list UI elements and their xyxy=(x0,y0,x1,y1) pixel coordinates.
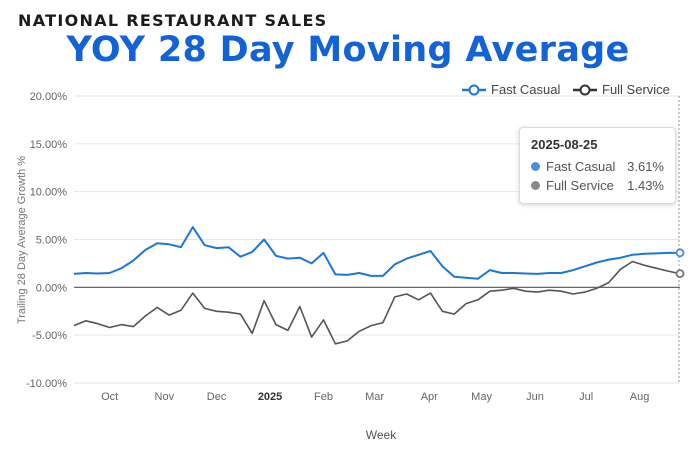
y-tick-label: 0.00% xyxy=(36,282,67,294)
series-line-full-service[interactable] xyxy=(73,260,681,345)
legend-marker-full-service xyxy=(579,84,591,96)
x-tick-label: Dec xyxy=(207,391,227,403)
series-line-fast-casual[interactable] xyxy=(73,226,681,280)
legend-item-fast-casual[interactable]: Fast Casual xyxy=(462,82,560,97)
tooltip-row-full-service: Full Service 1.43% xyxy=(531,178,664,193)
x-tick-label: 2025 xyxy=(258,391,282,403)
tooltip-dot-full-service xyxy=(531,181,540,190)
y-tick-label: 20.00% xyxy=(30,91,68,103)
x-tick-label: Aug xyxy=(630,391,650,403)
y-tick-label: 5.00% xyxy=(36,235,67,247)
x-tick-label: Jun xyxy=(526,391,544,403)
y-axis-label: Trailing 28 Day Average Growth % xyxy=(16,156,28,324)
legend: Fast Casual Full Service xyxy=(462,82,670,97)
chart-supertitle: NATIONAL RESTAURANT SALES xyxy=(18,11,328,30)
y-tick-label: 10.00% xyxy=(30,187,68,199)
x-tick-label: Feb xyxy=(314,391,333,403)
legend-item-full-service[interactable]: Full Service xyxy=(573,82,670,97)
series-lines xyxy=(73,226,685,345)
hover-tooltip: 2025-08-25 Fast Casual 3.61% Full Servic… xyxy=(519,127,676,204)
tooltip-series-value: 3.61% xyxy=(627,159,664,174)
x-tick-label: May xyxy=(471,391,492,403)
hover-point-full-service[interactable] xyxy=(675,269,685,279)
y-tick-label: -10.00% xyxy=(26,378,67,390)
x-tick-label: Apr xyxy=(421,391,438,403)
tooltip-series-value: 1.43% xyxy=(627,178,664,193)
tooltip-date: 2025-08-25 xyxy=(531,137,598,152)
tooltip-row-fast-casual: Fast Casual 3.61% xyxy=(531,159,664,174)
x-tick-label: Nov xyxy=(155,391,175,403)
y-tick-label: 15.00% xyxy=(30,139,68,151)
x-tick-label: Jul xyxy=(579,391,593,403)
tooltip-dot-fast-casual xyxy=(531,162,540,171)
chart-title: YOY 28 Day Moving Average xyxy=(66,30,630,70)
tooltip-series-name: Fast Casual xyxy=(546,159,616,174)
x-axis-label: Week xyxy=(366,428,397,442)
legend-label-full-service: Full Service xyxy=(602,82,670,97)
y-axis-ticks: -10.00% -5.00% 0.00% 5.00% 10.00% 15.00% 20.00… xyxy=(26,91,67,390)
legend-marker-fast-casual xyxy=(468,84,480,96)
x-axis-ticks: Oct Nov Dec 2025 Feb Mar Apr May Jun Jul Aug xyxy=(101,391,649,403)
y-tick-label: -5.00% xyxy=(32,330,67,342)
x-tick-label: Mar xyxy=(365,391,384,403)
x-tick-label: Oct xyxy=(101,391,118,403)
gridlines xyxy=(74,95,680,384)
tooltip-series-name: Full Service xyxy=(546,178,614,193)
hover-point-fast-casual[interactable] xyxy=(675,248,685,258)
legend-label-fast-casual: Fast Casual xyxy=(491,82,560,97)
